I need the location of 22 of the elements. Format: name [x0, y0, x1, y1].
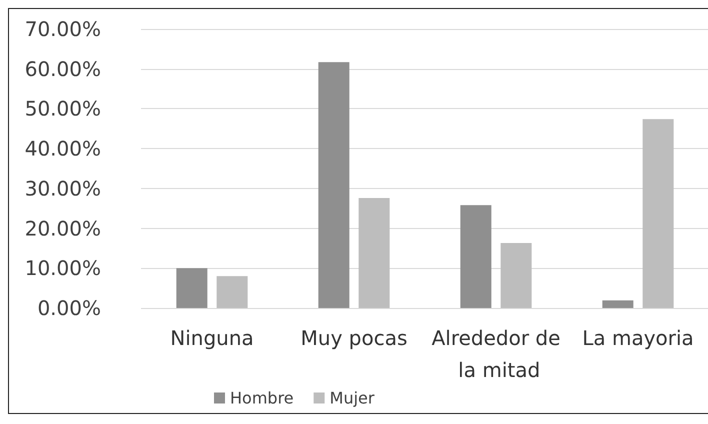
bar: [602, 300, 634, 308]
y-tick-label: 50.00%: [24, 96, 101, 121]
legend-label: Hombre: [230, 388, 294, 408]
bar: [358, 198, 390, 308]
bar: [176, 268, 208, 308]
bar: [318, 62, 350, 308]
bar: [460, 205, 492, 308]
y-tick-label: 20.00%: [24, 216, 101, 240]
x-tick-label: Alrededor de la mitad: [432, 326, 560, 382]
y-tick-label: 70.00%: [24, 17, 101, 41]
y-tick-label: 10.00%: [24, 256, 101, 280]
bar: [216, 276, 248, 308]
bar: [500, 243, 532, 308]
x-tick-label: La mayoria: [582, 326, 694, 350]
bar: [642, 119, 674, 308]
x-tick-label: Ninguna: [170, 326, 254, 350]
y-tick-label: 0.00%: [37, 296, 101, 320]
y-tick-label: 40.00%: [24, 136, 101, 161]
x-tick-label: Muy pocas: [300, 326, 408, 350]
y-tick-label: 30.00%: [24, 176, 101, 200]
y-tick-label: 60.00%: [24, 56, 101, 81]
legend-label: Mujer: [330, 388, 375, 408]
